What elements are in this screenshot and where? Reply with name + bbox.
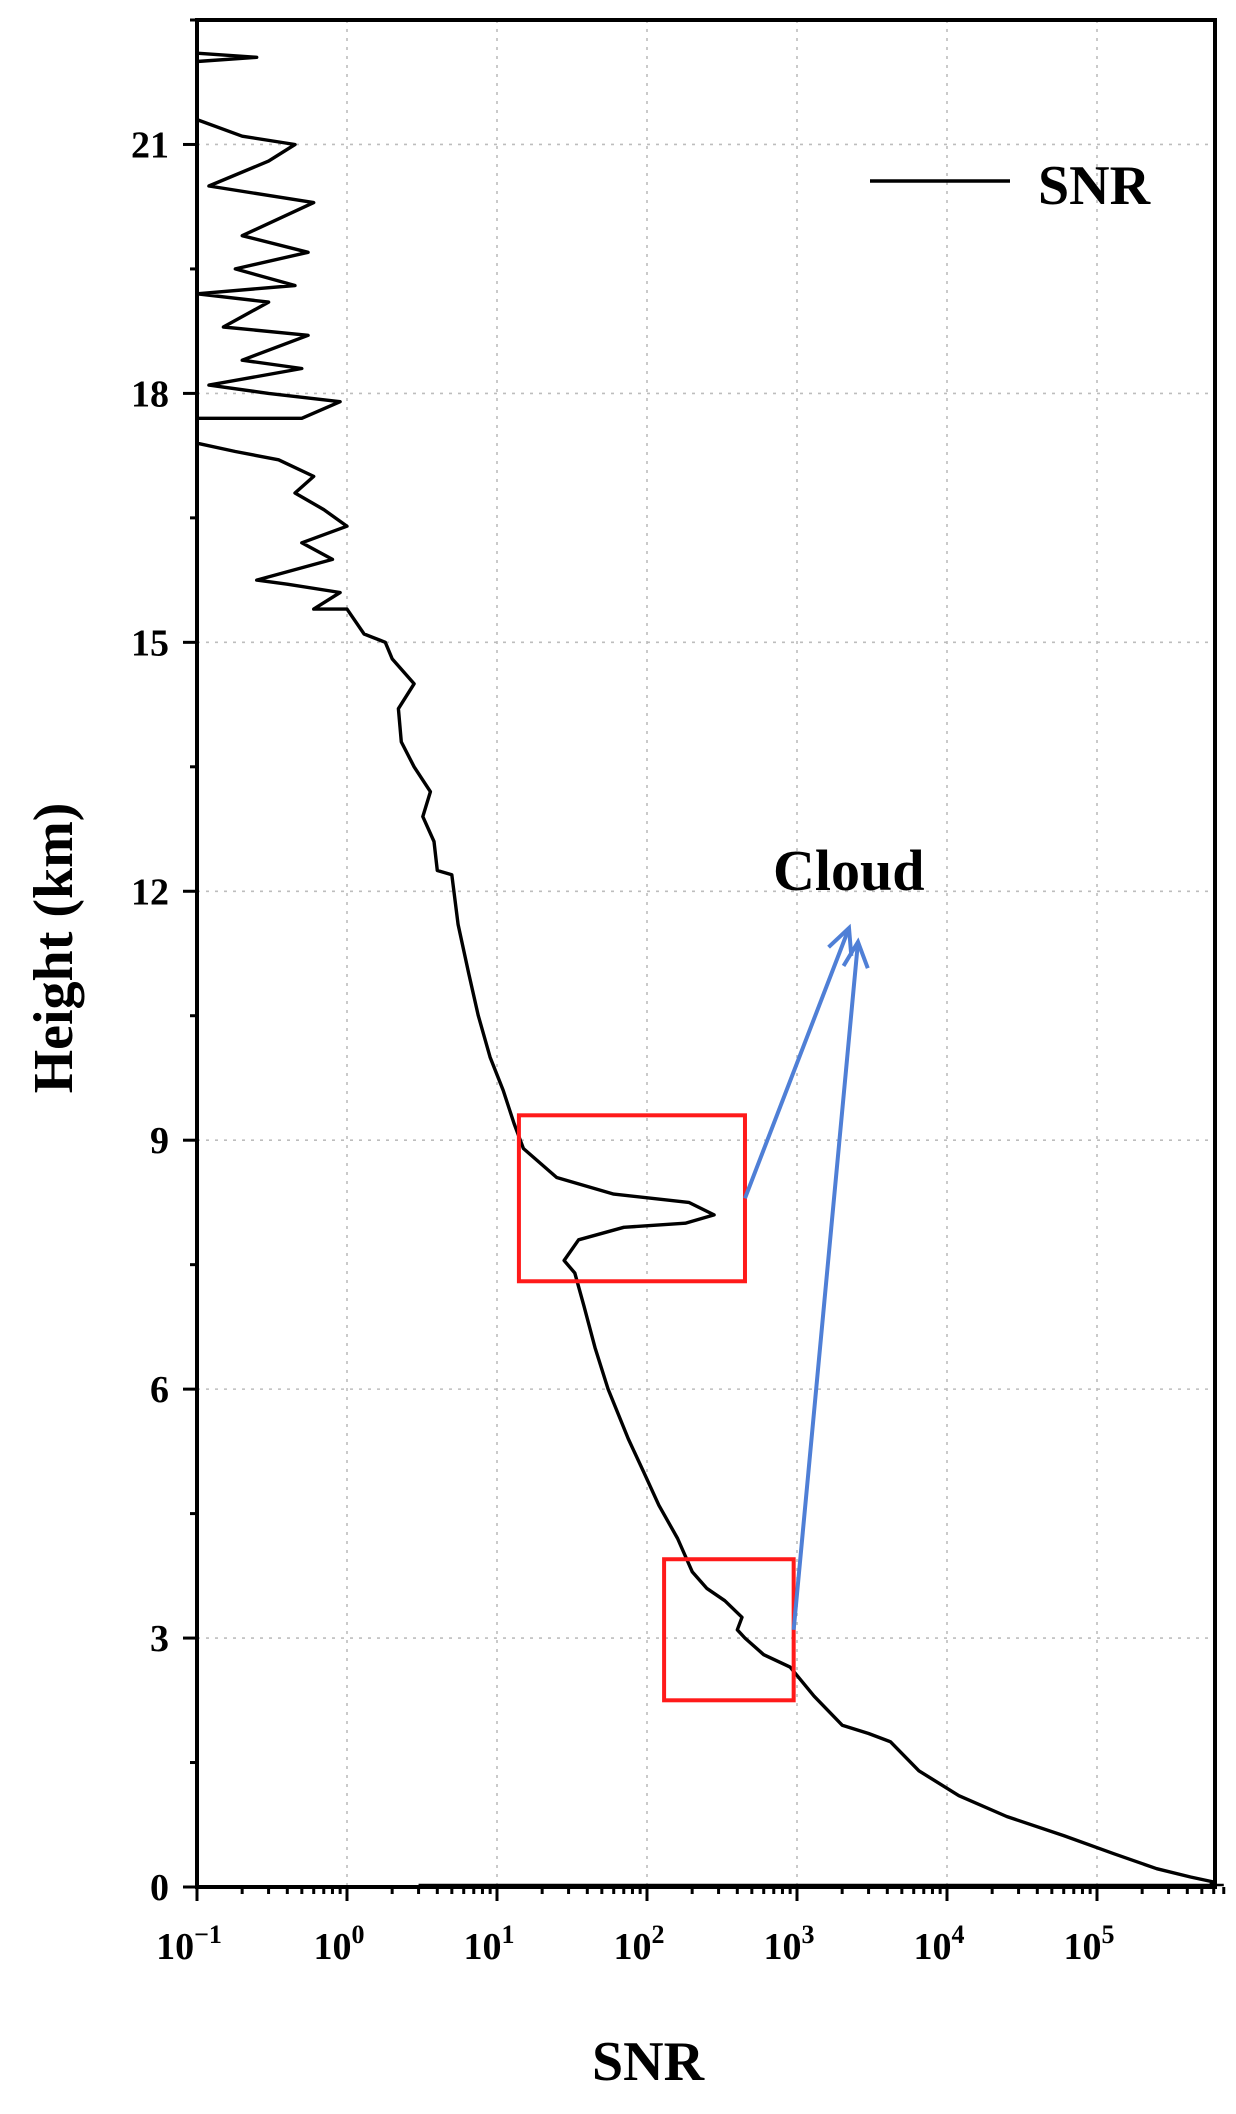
cloud-annotation-label: Cloud [773, 838, 925, 903]
axis-ticks [183, 18, 1226, 1901]
y-tick-label: 6 [150, 1369, 169, 1411]
grid [197, 20, 1215, 1887]
x-tick-label: 105 [1064, 1920, 1115, 1968]
cloud-arrow [743, 927, 851, 1200]
y-tick-label: 18 [131, 373, 169, 415]
legend-label-snr: SNR [1038, 155, 1151, 217]
legend: SNR [870, 155, 1151, 217]
y-tick-label: 0 [150, 1867, 169, 1909]
x-tick-label: 10−1 [156, 1920, 222, 1968]
cloud-highlight-box [662, 1557, 796, 1703]
y-tick-label: 12 [131, 871, 169, 913]
x-tick-label: 101 [464, 1920, 515, 1968]
x-tick-label: 102 [614, 1920, 665, 1968]
annotation-layer [516, 923, 870, 1703]
x-tick-label: 100 [314, 1920, 365, 1968]
plot-frame [195, 18, 1217, 1889]
y-tick-label: 9 [150, 1120, 169, 1162]
tick-labels: 10−1 100 101 102 103 104 105 0 3 6 9 12 15 18 21 [131, 124, 1115, 1968]
y-tick-label: 21 [131, 124, 169, 166]
x-tick-label: 103 [764, 1920, 815, 1968]
x-axis-title: SNR [592, 2031, 705, 2093]
cloud-arrowhead [827, 923, 854, 957]
y-tick-label: 3 [150, 1618, 169, 1660]
y-axis-title: Height (km) [23, 803, 85, 1094]
y-tick-label: 15 [131, 622, 169, 664]
cloud-arrowhead [841, 937, 870, 969]
series-line-snr [195, 51, 1216, 1889]
series-layer [195, 51, 1224, 1889]
cloud-arrow [791, 941, 860, 1630]
x-tick-label: 104 [914, 1920, 965, 1968]
